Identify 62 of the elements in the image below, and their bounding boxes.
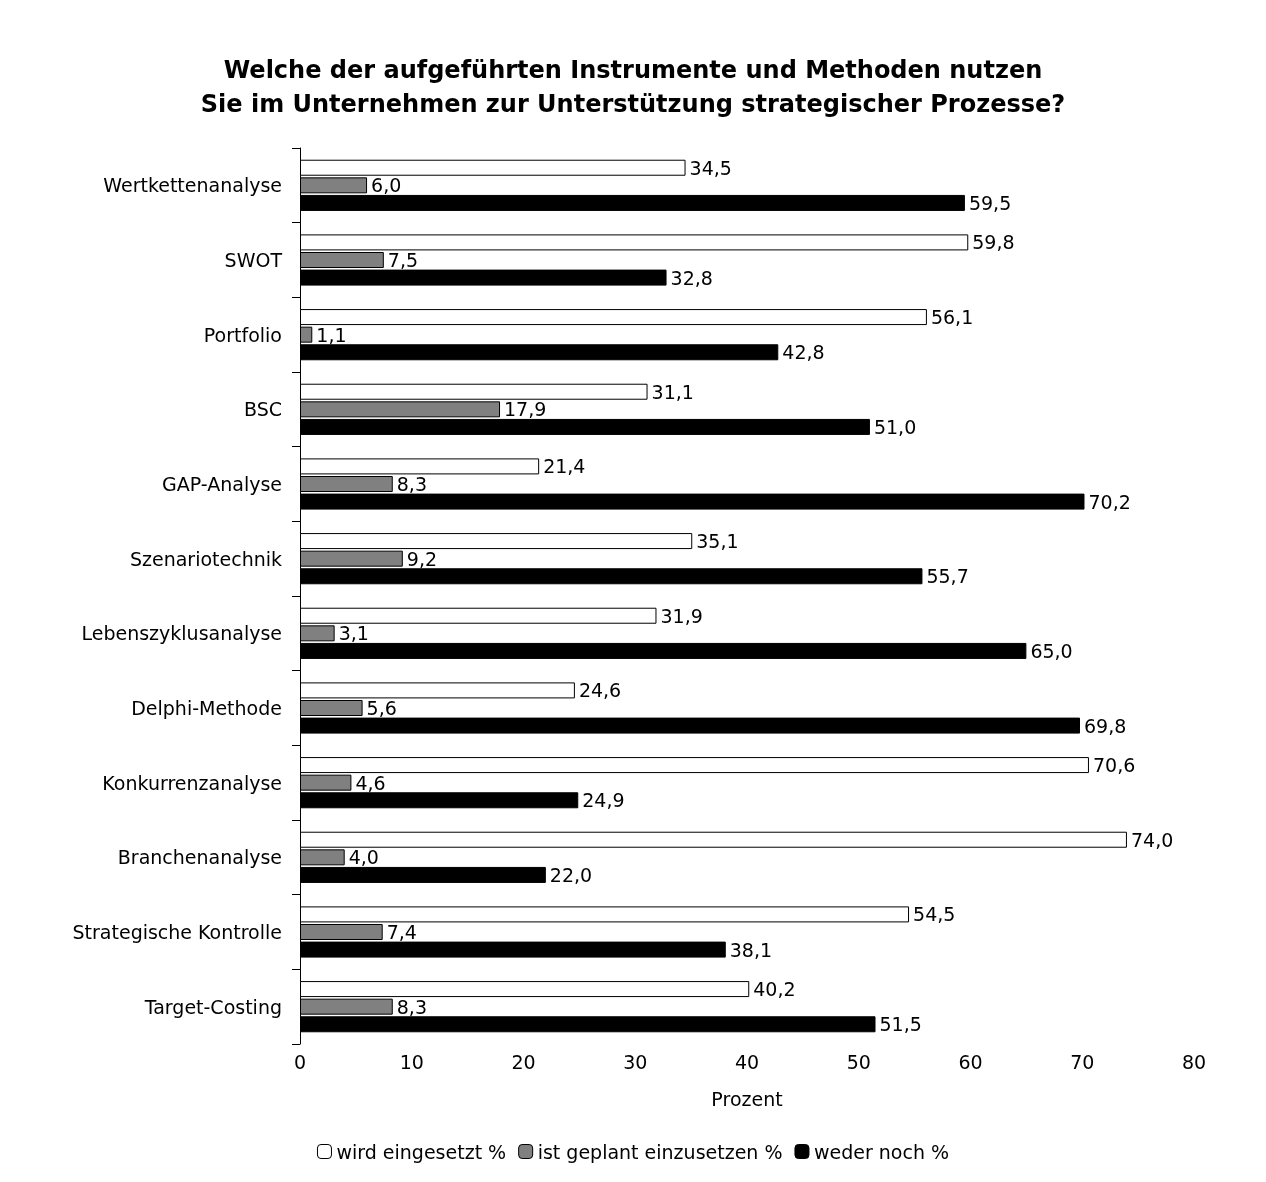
y-tick-label: Delphi-Methode [131, 697, 282, 719]
x-tick-label: 80 [1181, 1050, 1207, 1073]
data-label: 40,2 [753, 978, 796, 1001]
data-label: 3,1 [338, 622, 369, 645]
data-label: 31,1 [651, 380, 694, 403]
data-label: 70,6 [1092, 754, 1136, 777]
legend-label: weder noch % [813, 1140, 950, 1163]
data-label: 24,9 [582, 789, 625, 812]
data-label: 8,3 [396, 995, 427, 1018]
data-label: 24,6 [578, 679, 622, 702]
legend-label: ist geplant einzusetzen % [537, 1140, 783, 1163]
data-label: 55,7 [926, 565, 969, 588]
data-label: 51,0 [873, 415, 917, 438]
x-tick-label: 50 [846, 1050, 871, 1073]
data-label: 35,1 [696, 530, 739, 553]
y-tick-label: Wertkettenanalyse [103, 174, 282, 197]
data-label: 69,8 [1084, 714, 1127, 737]
y-tick-label: Konkurrenzanalyse [102, 771, 282, 794]
y-tick-label: SWOT [224, 249, 283, 271]
data-label: 34,5 [689, 156, 732, 179]
data-label: 6,0 [371, 174, 402, 197]
x-tick-label: 70 [1070, 1050, 1095, 1073]
data-label: 59,8 [972, 231, 1015, 254]
data-label: 51,5 [879, 1013, 922, 1036]
data-label: 1,1 [316, 323, 347, 346]
data-label: 4,0 [348, 846, 379, 869]
data-label: 7,5 [387, 249, 419, 271]
y-tick-label: BSC [243, 398, 282, 421]
y-tick-label: Lebenszyklusanalyse [81, 622, 282, 645]
x-tick-label: 30 [623, 1050, 648, 1073]
data-label: 21,4 [543, 455, 586, 478]
legend-label: wird eingesetzt % [336, 1140, 507, 1163]
y-tick-label: Branchenanalyse [117, 846, 282, 869]
data-label: 74,0 [1130, 828, 1174, 851]
data-label: 22,0 [549, 863, 593, 886]
x-tick-label: 0 [293, 1050, 307, 1073]
data-label: 32,8 [670, 266, 713, 289]
x-tick-label: 20 [511, 1050, 536, 1073]
data-label: 38,1 [729, 938, 773, 961]
data-label: 8,3 [396, 473, 427, 495]
data-label: 56,1 [930, 306, 974, 329]
y-tick-label: Szenariotechnik [129, 547, 282, 570]
y-tick-label: Strategische Kontrolle [72, 921, 282, 943]
data-label: 65,0 [1030, 639, 1073, 662]
data-label: 54,5 [913, 903, 956, 926]
data-label: 70,2 [1088, 490, 1131, 513]
data-label: 59,5 [968, 191, 1012, 214]
x-tick-label: 60 [958, 1050, 983, 1073]
y-tick-label: Portfolio [203, 323, 282, 346]
x-tick-label: 10 [399, 1050, 424, 1073]
x-axis-title: Prozent [711, 1087, 783, 1110]
y-tick-label: GAP-Analyse [162, 473, 282, 495]
chart-title: Welche der aufgeführten Instrumente und Methoden nutzen Sie im Unternehmen zur Unterstützung strategischer Prozesse? [200, 56, 1066, 118]
data-label: 7,4 [386, 921, 417, 943]
data-label: 42,8 [782, 341, 825, 364]
y-tick-label: Target-Costing [143, 995, 282, 1018]
data-label: 5,6 [366, 697, 397, 719]
data-label: 9,2 [406, 547, 438, 570]
data-label: 4,6 [355, 771, 386, 794]
data-label: 17,9 [504, 398, 547, 421]
x-tick-label: 40 [734, 1050, 760, 1073]
data-label: 31,9 [660, 604, 703, 627]
